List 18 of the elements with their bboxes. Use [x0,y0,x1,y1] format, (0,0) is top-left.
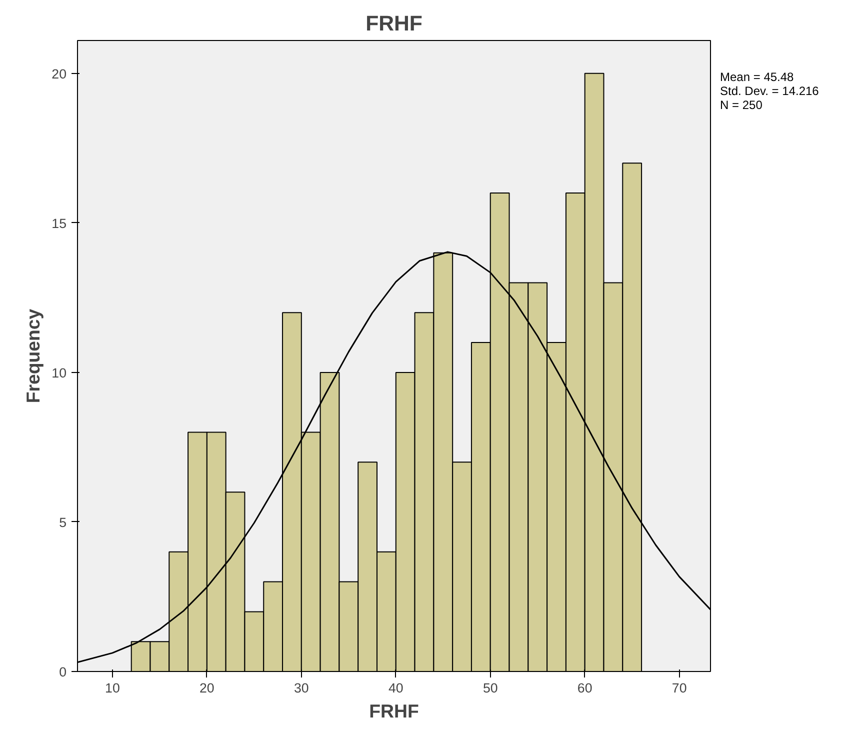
y-tick-label: 5 [59,514,67,530]
y-tick-label: 0 [59,664,67,680]
text: Mean = 45.48 [720,70,794,84]
y-tick-label: 10 [52,365,67,380]
x-tick-label: 70 [672,680,687,696]
chart-title: FRHF [366,12,422,36]
y-tick-label: 20 [52,66,67,82]
x-tick-label: 30 [294,680,309,696]
x-tick-label: 40 [388,680,404,696]
text: N = 250 [720,98,762,112]
y-tick-label: 15 [52,216,67,231]
x-tick-label: 60 [577,680,592,696]
x-tick-label: 10 [105,680,120,696]
x-axis-title: FRHF [369,700,419,722]
x-tick-label: 50 [482,680,498,696]
x-tick-label: 20 [200,680,214,696]
text: Std. Dev. = 14.216 [720,84,819,98]
y-axis-title: Frequency [22,308,44,404]
